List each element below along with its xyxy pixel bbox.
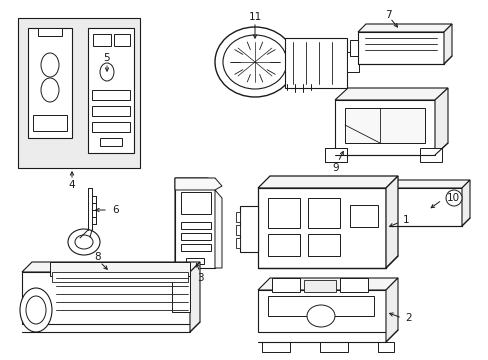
Bar [240,206,258,252]
Bar [267,198,299,228]
Text: 9: 9 [332,163,339,173]
Polygon shape [443,24,451,64]
Bar [50,262,190,276]
Bar [52,272,187,282]
Polygon shape [461,180,469,226]
Ellipse shape [75,235,93,249]
Text: 7: 7 [384,10,390,20]
Bar [389,188,461,226]
Polygon shape [258,176,397,188]
Bar [185,258,203,264]
Ellipse shape [445,190,461,206]
Text: 11: 11 [248,12,261,22]
Ellipse shape [215,27,294,97]
Bar [18,18,140,168]
Ellipse shape [26,296,46,324]
Text: 1: 1 [402,215,409,225]
Bar [175,178,215,268]
Polygon shape [175,178,222,190]
Polygon shape [325,148,346,162]
Bar [88,28,134,153]
Polygon shape [215,190,222,268]
Text: 4: 4 [68,180,75,190]
Text: 2: 2 [404,313,411,323]
Polygon shape [385,278,397,342]
Bar [267,296,373,316]
Bar [181,233,210,240]
Bar [28,28,72,138]
Bar [38,28,62,36]
Text: 5: 5 [103,53,110,63]
Bar [181,244,210,251]
Polygon shape [258,278,397,290]
Bar [349,40,357,56]
Bar [93,34,111,46]
Bar [236,238,240,248]
Bar [181,222,210,229]
Bar [172,272,190,312]
Bar [236,212,240,222]
Bar [285,38,346,88]
Bar [33,115,67,131]
Bar [258,290,385,332]
Text: 3: 3 [196,273,203,283]
Bar [319,342,347,352]
Polygon shape [375,188,389,198]
Bar [181,192,210,214]
Ellipse shape [41,78,59,102]
Bar [307,234,339,256]
Polygon shape [385,176,397,268]
Bar [262,342,289,352]
Ellipse shape [20,288,52,332]
Ellipse shape [100,63,114,81]
Bar [377,342,393,352]
Bar [92,106,130,116]
Bar [22,272,190,324]
Ellipse shape [41,53,59,77]
Bar [349,205,377,227]
Polygon shape [357,24,451,32]
Ellipse shape [68,229,100,255]
Bar [271,278,299,292]
Ellipse shape [97,60,117,86]
Polygon shape [434,88,447,155]
Bar [357,32,443,64]
Polygon shape [175,178,215,268]
Text: 6: 6 [112,205,119,215]
Text: 8: 8 [95,252,101,262]
Bar [100,138,122,146]
Bar [339,278,367,292]
Polygon shape [334,88,447,100]
Bar [114,34,130,46]
Bar [267,234,299,256]
Polygon shape [22,262,200,272]
Bar [419,148,441,162]
Bar [375,198,389,218]
Polygon shape [389,180,469,188]
Bar [236,225,240,235]
Bar [92,122,130,132]
Bar [304,280,335,292]
Bar [345,108,424,143]
Bar [325,148,346,162]
Bar [346,52,358,72]
Text: 10: 10 [446,193,459,203]
Bar [92,90,130,100]
Ellipse shape [223,35,286,89]
Bar [307,198,339,228]
Bar [334,100,434,155]
Ellipse shape [306,305,334,327]
Bar [258,188,385,268]
Polygon shape [190,262,200,332]
